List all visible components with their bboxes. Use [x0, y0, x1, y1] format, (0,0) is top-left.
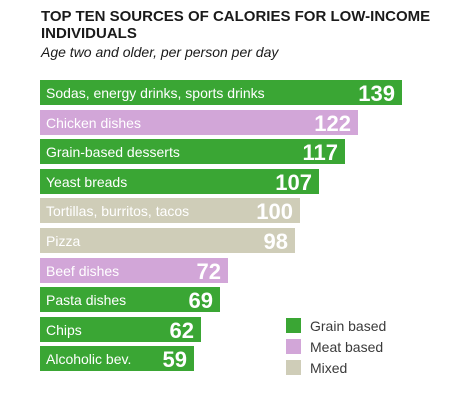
bar-value-label: 117 — [303, 140, 339, 165]
legend-item: Meat based — [286, 336, 386, 357]
bar — [40, 258, 228, 283]
bar-group: Chips 62 — [40, 317, 201, 343]
bar-category-label: Pasta dishes — [46, 292, 126, 308]
legend: Grain based Meat based Mixed — [286, 315, 386, 378]
bar-value-label: 98 — [264, 229, 288, 254]
bar-value-label: 100 — [256, 199, 293, 224]
bar-category-label: Chips — [46, 322, 82, 338]
bar-group: Yeast breads 107 — [40, 169, 319, 195]
bar-group: Pizza 98 — [40, 228, 295, 254]
bar-value-label: 69 — [189, 288, 213, 313]
bar-category-label: Yeast breads — [46, 174, 127, 190]
bar-group: Beef dishes 72 — [40, 258, 228, 284]
bar-group: Sodas, energy drinks, sports drinks 139 — [40, 80, 402, 106]
bar-value-label: 62 — [170, 318, 194, 343]
legend-swatch — [286, 318, 301, 333]
bar-category-label: Grain-based desserts — [46, 144, 180, 160]
bar — [40, 228, 295, 253]
bar-value-label: 72 — [197, 259, 221, 284]
bar-category-label: Pizza — [46, 233, 80, 249]
bar-category-label: Beef dishes — [46, 263, 119, 279]
bar — [40, 169, 319, 194]
legend-item: Mixed — [286, 357, 386, 378]
legend-swatch — [286, 339, 301, 354]
chart-title: TOP TEN SOURCES OF CALORIES FOR LOW-INCO… — [41, 8, 431, 42]
bar-value-label: 59 — [163, 347, 187, 372]
bar-group: Chicken dishes 122 — [40, 110, 358, 136]
bar — [40, 317, 201, 342]
bar — [40, 198, 300, 223]
bar — [40, 287, 220, 312]
bar-group: Pasta dishes 69 — [40, 287, 220, 313]
bar — [40, 139, 345, 164]
bar-category-label: Tortillas, burritos, tacos — [46, 203, 189, 219]
bar-group: Grain-based desserts 117 — [40, 139, 345, 165]
legend-label: Mixed — [310, 359, 348, 376]
bar-value-label: 122 — [314, 111, 351, 136]
legend-item: Grain based — [286, 315, 386, 336]
bar-value-label: 107 — [275, 170, 312, 195]
bar-category-label: Chicken dishes — [46, 115, 141, 131]
bar — [40, 346, 194, 371]
bar-category-label: Alcoholic bev. — [46, 351, 131, 367]
legend-label: Grain based — [310, 317, 387, 334]
bar-group: Alcoholic bev. 59 — [40, 346, 194, 372]
legend-swatch — [286, 360, 301, 375]
bar — [40, 80, 402, 105]
bar-value-label: 139 — [358, 81, 395, 106]
bar — [40, 110, 358, 135]
legend-label: Meat based — [310, 338, 384, 355]
bar-category-label: Sodas, energy drinks, sports drinks — [46, 85, 265, 101]
bar-group: Tortillas, burritos, tacos 100 — [40, 198, 300, 224]
chart-subtitle: Age two and older, per person per day — [41, 44, 279, 60]
